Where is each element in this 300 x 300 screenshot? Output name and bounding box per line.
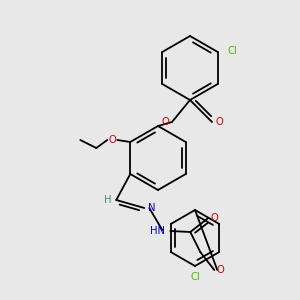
Text: Cl: Cl <box>190 272 200 282</box>
Text: Cl: Cl <box>228 46 238 56</box>
Text: O: O <box>210 213 218 223</box>
Text: HN: HN <box>150 226 165 236</box>
Text: O: O <box>161 117 169 127</box>
Text: N: N <box>148 203 155 213</box>
Text: O: O <box>108 135 116 145</box>
Text: O: O <box>215 117 223 127</box>
Text: O: O <box>216 265 224 275</box>
Text: H: H <box>103 195 111 205</box>
